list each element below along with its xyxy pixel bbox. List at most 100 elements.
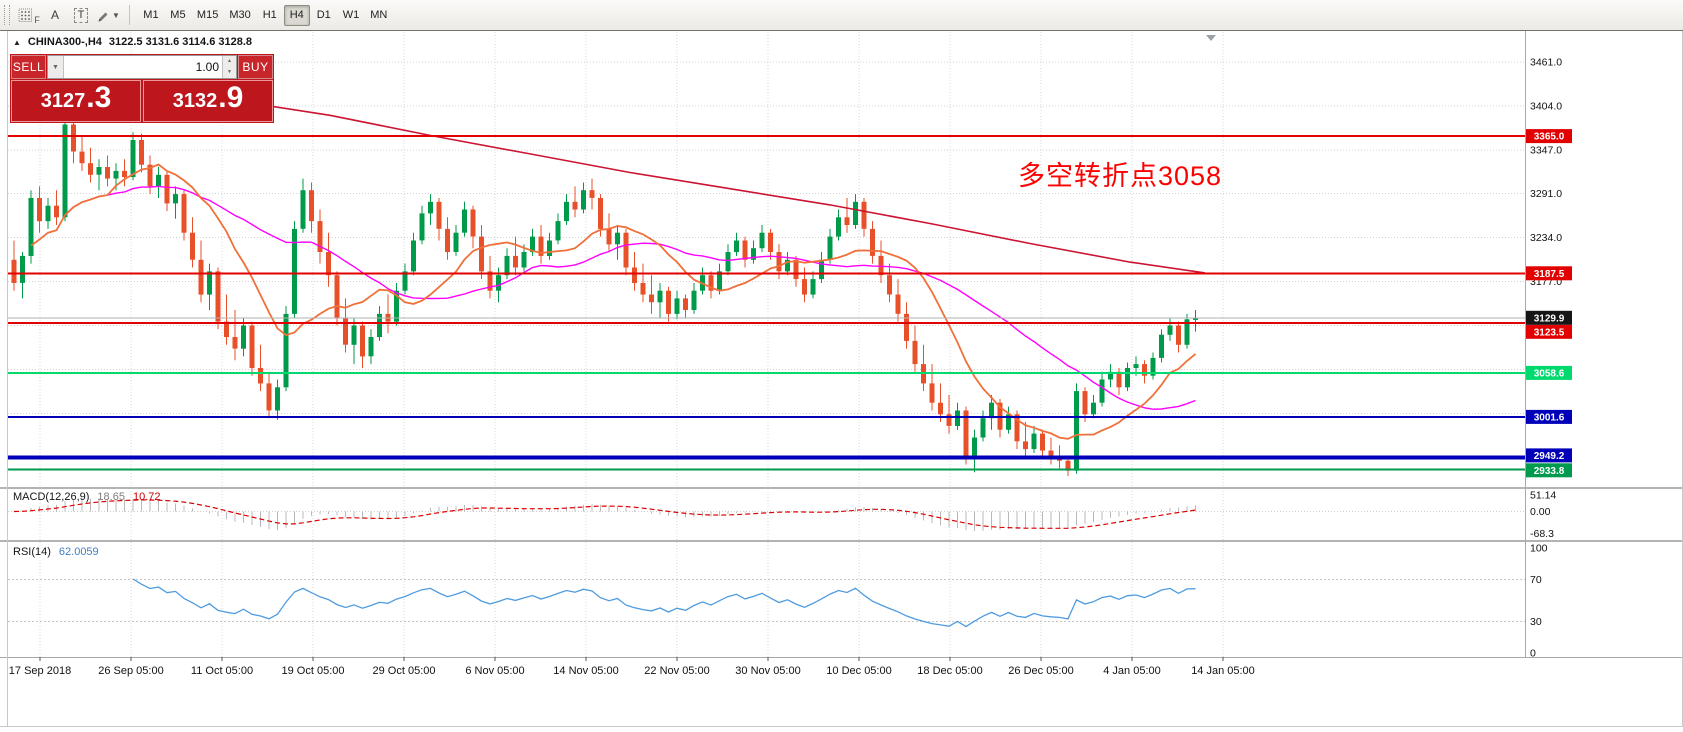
sell-button[interactable]: SELL [11, 55, 46, 79]
svg-text:0.00: 0.00 [1530, 506, 1551, 518]
symbol-ohlc-values: 3122.5 3131.6 3114.6 3128.8 [108, 36, 253, 48]
buy-price-pips: .9 [218, 81, 244, 114]
pattern-tool-button[interactable]: F [17, 4, 41, 26]
timeframe-button-m30[interactable]: M30 [224, 5, 255, 26]
symbol-name: CHINA300-,H4 [27, 36, 102, 48]
volume-spinner: ▲ ▼ [222, 56, 236, 78]
volume-down-button[interactable]: ▼ [223, 67, 236, 78]
price-badge-3365.0: 3365.0 [1526, 129, 1572, 144]
price-badge-2949.2: 2949.2 [1526, 448, 1572, 463]
price-badge-3001.6: 3001.6 [1526, 409, 1572, 424]
toolbar-grip[interactable] [4, 5, 10, 25]
svg-text:11 Oct 05:00: 11 Oct 05:00 [191, 665, 253, 677]
svg-text:3347.0: 3347.0 [1530, 145, 1562, 157]
svg-text:30 Nov 05:00: 30 Nov 05:00 [735, 665, 800, 677]
svg-text:51.14: 51.14 [1530, 490, 1556, 502]
pattern-grid-icon [18, 8, 33, 22]
svg-text:29 Oct 05:00: 29 Oct 05:00 [373, 665, 436, 677]
svg-text:3461.0: 3461.0 [1530, 56, 1562, 68]
sell-price-main: 3127 [40, 90, 86, 112]
svg-text:3291.0: 3291.0 [1530, 188, 1562, 200]
arrow-tool-label: A [50, 8, 59, 22]
price-badge-3187.5: 3187.5 [1526, 266, 1572, 281]
one-click-trading-widget: SELL ▼ ▲ ▼ BUY 3127 .3 3132 .9 [10, 54, 274, 123]
time-axis[interactable]: 17 Sep 2018 26 Sep 05:00 11 Oct 05:00 19 Oc… [9, 657, 1255, 677]
sell-price-panel[interactable]: 3127 .3 [11, 80, 141, 122]
svg-text:3001.6: 3001.6 [1534, 412, 1565, 423]
pencil-icon [98, 12, 108, 22]
svg-text:30: 30 [1530, 616, 1542, 628]
svg-text:18 Dec 05:00: 18 Dec 05:00 [917, 665, 982, 677]
timeframe-button-m5[interactable]: M5 [165, 5, 191, 26]
volume-dropdown-button[interactable]: ▼ [48, 56, 64, 78]
rsi-panel: 100 70 30 0 [8, 543, 1548, 660]
symbol-marker-icon: ▲ [13, 37, 21, 47]
svg-text:19 Oct 05:00: 19 Oct 05:00 [282, 665, 345, 677]
svg-text:0: 0 [1530, 648, 1536, 660]
toolbar-separator [128, 5, 130, 25]
macd-signal-value: 10.72 [132, 491, 161, 503]
moving-averages-layer [30, 99, 1206, 440]
timeframe-button-mn[interactable]: MN [365, 5, 392, 26]
svg-text:26 Sep 05:00: 26 Sep 05:00 [98, 665, 163, 677]
volume-up-button[interactable]: ▲ [223, 56, 236, 67]
buy-price-panel[interactable]: 3132 .9 [143, 80, 273, 122]
pattern-tool-hint: F [34, 15, 40, 25]
draw-tool-button[interactable]: ▼ [95, 4, 121, 26]
svg-text:17 Sep 2018: 17 Sep 2018 [9, 665, 71, 677]
buy-price-main: 3132 [172, 90, 218, 112]
chart-shift-icon[interactable] [1206, 35, 1216, 41]
rsi-label: RSI(14) 62.0059 [13, 546, 99, 558]
svg-text:3187.5: 3187.5 [1534, 269, 1565, 280]
chevron-down-icon: ▼ [112, 10, 120, 20]
svg-text:-68.3: -68.3 [1530, 528, 1554, 540]
volume-input[interactable] [64, 56, 222, 78]
svg-text:10 Dec 05:00: 10 Dec 05:00 [826, 665, 891, 677]
svg-text:26 Dec 05:00: 26 Dec 05:00 [1008, 665, 1073, 677]
svg-text:14 Jan 05:00: 14 Jan 05:00 [1191, 665, 1255, 677]
price-badge-2933.8: 2933.8 [1526, 463, 1572, 478]
macd-name: MACD(12,26,9) [13, 491, 90, 503]
symbol-ohlc-bar: ▲ CHINA300-,H4 3122.5 3131.6 3114.6 3128… [13, 36, 252, 48]
text-tool-button[interactable]: T [69, 4, 93, 26]
arrow-tool-button[interactable]: A [43, 4, 67, 26]
timeframe-button-m1[interactable]: M1 [138, 5, 164, 26]
price-badge-3058.6: 3058.6 [1526, 365, 1572, 380]
candles-layer [11, 116, 1198, 477]
svg-text:22 Nov 05:00: 22 Nov 05:00 [644, 665, 709, 677]
svg-text:3234.0: 3234.0 [1530, 232, 1562, 244]
macd-panel: 51.14 0.00 -68.3 [8, 490, 1556, 540]
volume-control: ▼ ▲ ▼ [47, 55, 237, 79]
svg-text:3404.0: 3404.0 [1530, 101, 1562, 113]
macd-main-value: 18.65 [97, 491, 125, 503]
timeframe-button-w1[interactable]: W1 [338, 5, 365, 26]
macd-label: MACD(12,26,9) 18.65 10.72 [13, 491, 160, 503]
rsi-name: RSI(14) [13, 546, 51, 558]
svg-text:70: 70 [1530, 574, 1542, 586]
toolbar: F A T ▼ M1 M5 M15 M30 H1 H4 D1 W1 MN [0, 0, 1683, 31]
timeframe-button-h4[interactable]: H4 [283, 4, 310, 26]
price-badge-3123.5: 3123.5 [1526, 324, 1572, 339]
text-tool-icon: T [73, 7, 89, 23]
svg-text:3058.6: 3058.6 [1534, 368, 1565, 379]
timeframe-group: M1 M5 M15 M30 H1 H4 D1 W1 MN [138, 4, 392, 26]
chart-annotation: 多空转折点3058 [1018, 161, 1223, 191]
timeframe-button-h1[interactable]: H1 [257, 5, 283, 26]
svg-text:2933.8: 2933.8 [1534, 466, 1565, 477]
sell-price-pips: .3 [86, 81, 112, 114]
svg-text:2949.2: 2949.2 [1534, 451, 1565, 462]
svg-text:14 Nov 05:00: 14 Nov 05:00 [553, 665, 618, 677]
svg-text:4 Jan 05:00: 4 Jan 05:00 [1103, 665, 1161, 677]
levels-layer [8, 135, 1525, 471]
buy-button[interactable]: BUY [238, 55, 273, 79]
svg-text:3365.0: 3365.0 [1534, 132, 1565, 143]
timeframe-button-m15[interactable]: M15 [192, 5, 223, 26]
price-axis[interactable]: 3461.03404.03347.03291.03234.03177.03365… [1526, 56, 1572, 478]
svg-text:100: 100 [1530, 543, 1548, 555]
svg-text:6 Nov 05:00: 6 Nov 05:00 [465, 665, 524, 677]
rsi-value: 62.0059 [58, 546, 99, 558]
svg-text:3129.9: 3129.9 [1534, 313, 1565, 324]
price-badge-3129.9: 3129.9 [1526, 310, 1572, 325]
timeframe-button-d1[interactable]: D1 [311, 5, 337, 26]
